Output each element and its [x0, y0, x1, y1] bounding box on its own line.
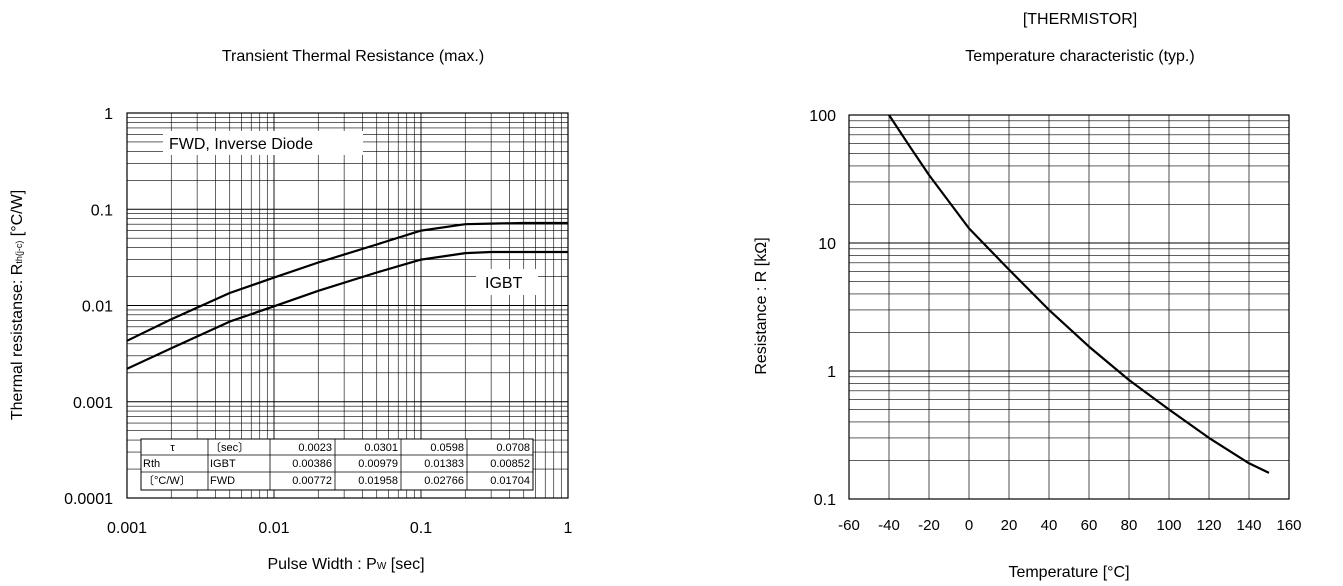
chart2-xtick-label: 60: [1081, 517, 1098, 534]
chart2-ytick-label: 10: [818, 236, 836, 253]
chart2-resistance-line: [888, 114, 1270, 474]
chart1-xtick-label: 0.01: [258, 520, 289, 537]
chart1-fwd-line: [126, 221, 568, 342]
chart2-xtick-label: 100: [1156, 517, 1181, 534]
chart1-fwd-label-bg: [163, 131, 363, 155]
chart1-xtick-label: 1: [564, 520, 573, 537]
chart2-ytick-label: 100: [809, 108, 836, 125]
chart1-fwd-label: FWD, Inverse Diode: [169, 136, 313, 153]
chart1-table-cell: 〔sec〕: [210, 441, 249, 454]
chart1-table-cell: 0.00772: [292, 475, 332, 487]
chart1-ytick-label: 0.001: [73, 395, 113, 412]
chart2-xtick-label: 0: [965, 517, 973, 534]
chart1-table-cell: 0.01704: [490, 475, 530, 487]
chart1-ytick-label: 0.01: [82, 299, 113, 316]
chart1-table-cell: 0.0023: [298, 442, 332, 454]
chart1-ylabel: Thermal resistanse: Rth(j-c) [°C/W]: [9, 190, 26, 420]
chart2-frame: [848, 114, 1290, 500]
chart2-xtick-label: -40: [878, 517, 900, 534]
chart2-title-line1: [THERMISTOR]: [1023, 11, 1137, 28]
chart2-xtick-label: 20: [1001, 517, 1018, 534]
chart1-title: Transient Thermal Resistance (max.): [222, 48, 484, 65]
chart2-ytick-label: 0.1: [814, 492, 836, 509]
chart1-igbt-label: IGBT: [485, 275, 523, 292]
chart1-table-cell: 0.01383: [424, 458, 464, 470]
chart2-xtick-label: 80: [1121, 517, 1138, 534]
chart1-table-cell: 0.00979: [358, 458, 398, 470]
chart2-yticks: 0.1 1 10 100: [809, 108, 836, 509]
chart2-xlabel: Temperature [°C]: [1008, 564, 1129, 581]
chart1-yticks: 0.0001 0.001 0.01 0.1 1: [64, 106, 113, 508]
chart2-ytick-label: 1: [827, 364, 836, 381]
chart1-table-cell: 0.01958: [358, 475, 398, 487]
chart1-xtick-label: 0.1: [410, 520, 432, 537]
chart1-table-cell: 0.00852: [490, 458, 530, 470]
chart2-ylabel: Resistance : R [kΩ]: [753, 237, 770, 374]
chart1-xtick-label: 0.001: [107, 520, 147, 537]
chart2-xtick-label: 160: [1276, 517, 1301, 534]
chart1-table-cell: 0.00386: [292, 458, 332, 470]
chart1-table-cell: τ: [170, 442, 175, 454]
chart2-xtick-label: -60: [838, 517, 860, 534]
chart1-igbt-label-bg: [476, 269, 538, 295]
chart2-xtick-label: 40: [1041, 517, 1058, 534]
chart2-xtick-label: 140: [1236, 517, 1261, 534]
chart1-table-cell: FWD: [210, 475, 235, 487]
chart1-ytick-label: 1: [104, 106, 113, 123]
chart1-table-cell: Rth: [143, 458, 160, 470]
chart1-table: τ 〔sec〕 0.0023 0.0301 0.0598 0.0708 Rth IGBT 0.0…: [140, 438, 534, 491]
chart1-table-cell: 〔°C/W〕: [143, 474, 191, 487]
chart1-table-cell: 0.0301: [364, 442, 398, 454]
chart2-series: [888, 114, 1270, 474]
chart2-grid: [848, 115, 1290, 500]
chart1-igbt-line: [126, 250, 568, 370]
chart2-xtick-label: 120: [1196, 517, 1221, 534]
chart1-ytick-label: 0.1: [91, 202, 113, 219]
chart1-series: [126, 221, 568, 370]
chart2-title-line2: Temperature characteristic (typ.): [965, 48, 1194, 65]
chart1-table-cell: 0.0708: [496, 442, 530, 454]
chart1-table-cell: IGBT: [210, 458, 236, 470]
chart1-table-cell: 0.0598: [430, 442, 464, 454]
chart1-xticks: 0.001 0.01 0.1 1: [107, 520, 573, 537]
chart2-xticks: -60 -40 -20 0 20 40 60 80 100 120 140 160: [838, 517, 1301, 534]
chart1-ytick-label: 0.0001: [64, 491, 113, 508]
chart2-xtick-label: -20: [918, 517, 940, 534]
chart1-table-border: [140, 438, 534, 491]
chart1-xlabel: Pulse Width : PW [sec]: [267, 556, 424, 573]
chart1-frame: [126, 112, 569, 499]
chart1-table-cell: 0.02766: [424, 475, 464, 487]
